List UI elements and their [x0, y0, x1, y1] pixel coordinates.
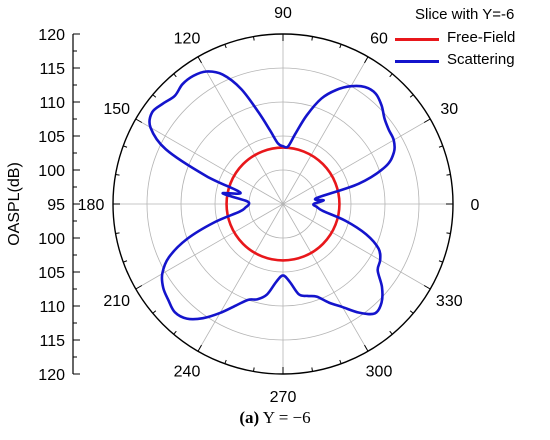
angle-tick [123, 260, 128, 263]
series-layer [148, 70, 397, 321]
angle-label-300: 300 [366, 363, 393, 380]
legend-swatch-free-field [395, 38, 439, 41]
angle-label-90: 90 [274, 5, 292, 22]
radial-tick-label: 105 [38, 265, 65, 282]
angle-tick [152, 310, 157, 314]
angle-tick [173, 330, 177, 335]
angle-tick [438, 145, 443, 148]
angle-tick [173, 73, 177, 78]
angle-tick [389, 330, 393, 335]
legend-title: Slice with Y=-6 [415, 6, 515, 23]
angle-label-330: 330 [436, 293, 463, 310]
angle-label-60: 60 [370, 31, 388, 48]
grid-spoke [197, 203, 284, 352]
angle-tick [409, 310, 414, 314]
angle-tick [423, 118, 431, 123]
grid-spoke [282, 118, 431, 205]
grid-spoke [282, 203, 369, 352]
grid-spoke [197, 56, 284, 205]
radial-tick-label: 95 [47, 197, 65, 214]
angle-label-210: 210 [103, 293, 130, 310]
angle-tick [123, 145, 128, 148]
grid-spoke [282, 203, 431, 290]
caption-text: Y = −6 [259, 408, 311, 427]
angle-tick [115, 232, 120, 235]
angle-tick [438, 260, 443, 263]
angle-tick [364, 56, 369, 64]
angle-label-150: 150 [103, 101, 130, 118]
angle-label-240: 240 [174, 363, 201, 380]
angle-tick [152, 94, 157, 98]
legend-swatch-scattering [395, 60, 439, 63]
radial-tick-label: 100 [38, 163, 65, 180]
figure-caption: (a) Y = −6 [0, 408, 550, 428]
radial-tick-label: 115 [39, 333, 65, 350]
polar-grid [112, 33, 454, 375]
angle-tick [423, 285, 431, 290]
angle-tick [389, 73, 393, 78]
angle-label-180: 180 [78, 197, 105, 214]
radial-tick-label: 105 [38, 129, 65, 146]
angle-tick [135, 285, 143, 290]
radial-tick-label: 120 [38, 367, 65, 384]
angle-tick-labels: 0 30 60 90 120 150 180 210 240 270 300 330 [78, 5, 480, 406]
radial-tick-label: 115 [39, 61, 65, 78]
legend-label-free-field: Free-Field [447, 29, 516, 46]
angle-tick [135, 118, 143, 123]
radial-tick-label: 110 [39, 95, 65, 112]
legend-label-scattering: Scattering [447, 51, 515, 68]
angle-tick [446, 232, 451, 235]
angle-tick [311, 36, 314, 41]
angle-label-270: 270 [270, 389, 297, 406]
angle-tick [197, 344, 202, 352]
grid-spoke [282, 56, 369, 205]
angle-tick [339, 359, 342, 364]
angle-label-30: 30 [440, 101, 458, 118]
angle-tick [224, 44, 227, 49]
angle-tick [339, 44, 342, 49]
grid-spoke [135, 203, 284, 290]
radial-axis: 95 100 100 105 105 110 110 115 115 120 120 OASPL(dB… [6, 27, 80, 384]
angle-tick [409, 94, 414, 98]
angle-tick [252, 36, 255, 41]
angle-tick [311, 367, 314, 372]
angle-tick [197, 56, 202, 64]
radial-tick-label: 110 [39, 299, 65, 316]
angle-label-120: 120 [174, 31, 201, 48]
angle-label-0: 0 [471, 197, 480, 214]
angle-tick [224, 359, 227, 364]
angle-tick [252, 367, 255, 372]
grid-spoke [135, 118, 284, 205]
series-scattering-line [148, 70, 397, 321]
caption-label: (a) [239, 408, 260, 427]
radial-tick-label: 100 [38, 231, 65, 248]
angle-tick [115, 173, 120, 176]
angle-tick [364, 344, 369, 352]
radial-axis-label: OASPL(dB) [6, 162, 23, 246]
radial-tick-label: 120 [38, 27, 65, 44]
angle-tick [446, 173, 451, 176]
